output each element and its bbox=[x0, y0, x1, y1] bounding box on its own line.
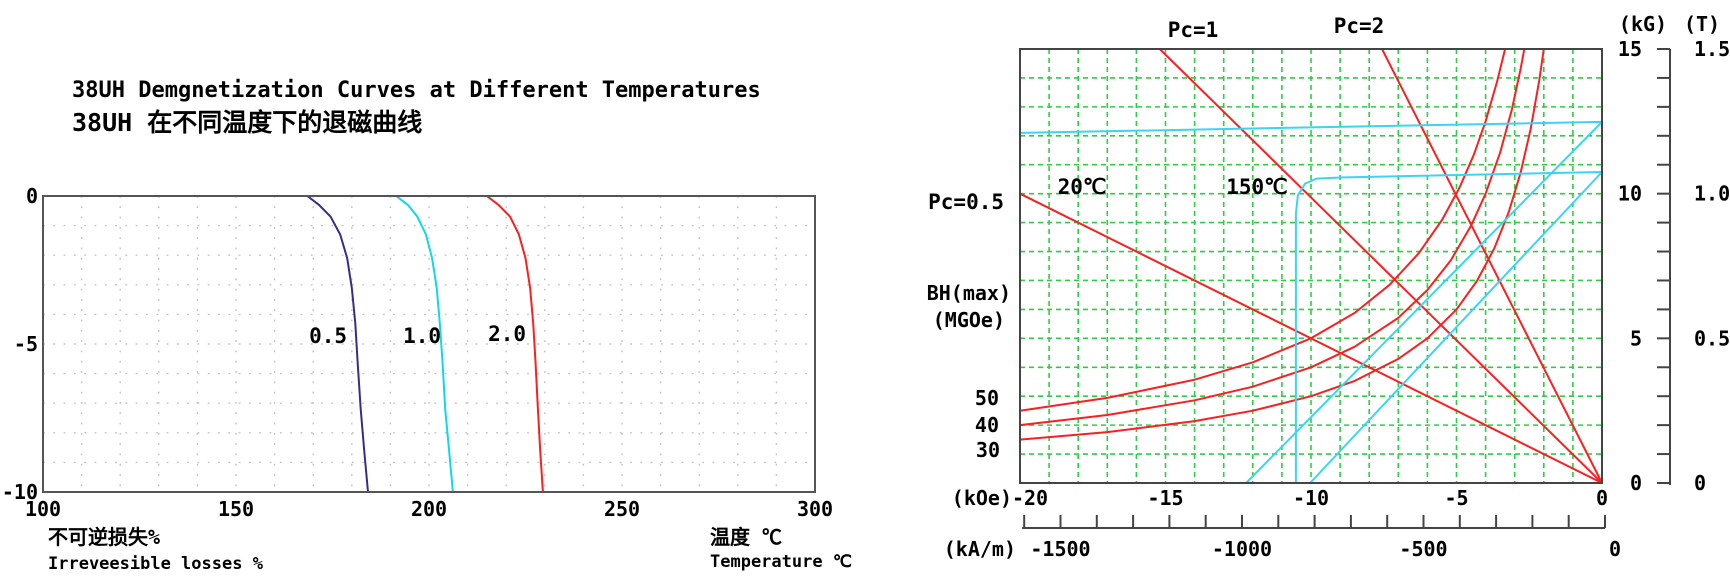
x-tick-label: 100 bbox=[25, 497, 61, 521]
annotation-label: 50 bbox=[975, 386, 999, 410]
annotation-label: 20℃ bbox=[1058, 175, 1107, 199]
t-tick-label: 1.0 bbox=[1694, 182, 1730, 206]
annotation-label: Pc=0.5 bbox=[928, 190, 1004, 214]
kg-tick-label: 5 bbox=[1630, 326, 1642, 350]
left-chart-frame bbox=[42, 195, 816, 493]
annotation-label: 30 bbox=[976, 438, 1000, 462]
x-tick-label: 250 bbox=[604, 497, 640, 521]
loss-curve-Pc=1.0 bbox=[395, 195, 454, 493]
kam-tick-label: -1500 bbox=[1030, 537, 1090, 561]
annotation-label: (kA/m) bbox=[944, 537, 1016, 561]
x-tick-label: 200 bbox=[411, 497, 447, 521]
koe-tick-label: -5 bbox=[1444, 486, 1468, 510]
20c-intrinsic-curve bbox=[1019, 120, 1603, 134]
y-tick-label: -10 bbox=[2, 480, 38, 504]
bh-max-50-mgoe bbox=[1019, 48, 1507, 412]
150c-normal-curve bbox=[1309, 171, 1603, 484]
kg-tick-label: 0 bbox=[1630, 471, 1642, 495]
pc-1-load-line bbox=[1158, 48, 1603, 484]
annotation-label: Pc=1 bbox=[1168, 18, 1219, 42]
left-chart-xlabel-chinese: 温度 ℃ bbox=[710, 525, 783, 549]
kam-tick-label: -1000 bbox=[1212, 537, 1272, 561]
left-chart: 100 150 200 250 300 0 -5 -10 0.5 1.0 2.0 bbox=[2, 184, 833, 521]
left-chart-title-chinese: 38UH 在不同温度下的退磁曲线 bbox=[72, 108, 423, 137]
annotation-label: (MGOe) bbox=[933, 308, 1005, 332]
annotation-label: 150℃ bbox=[1226, 175, 1288, 199]
t-tick-label: 0.5 bbox=[1694, 326, 1730, 350]
annotation-label: (T) bbox=[1684, 12, 1720, 36]
left-chart-axis-labels: 100 150 200 250 300 0 -5 -10 0.5 1.0 2.0 bbox=[2, 184, 833, 521]
left-chart-ylabel-english: Irreveesible losses % bbox=[48, 554, 263, 574]
left-chart-ylabel-chinese: 不可逆损失% bbox=[48, 525, 161, 549]
annotation-label: (kG) bbox=[1619, 12, 1667, 36]
y-tick-label: -5 bbox=[14, 332, 38, 356]
left-chart-curves bbox=[306, 195, 544, 493]
kg-tick-label: 15 bbox=[1618, 37, 1642, 61]
y-tick-label: 0 bbox=[26, 184, 38, 208]
koe-tick-label: 0 bbox=[1596, 486, 1608, 510]
150c-intrinsic-curve bbox=[1294, 171, 1603, 483]
right-chart-rulers bbox=[1022, 48, 1671, 529]
right-chart-curves bbox=[1019, 48, 1603, 484]
koe-tick-label: -15 bbox=[1147, 486, 1183, 510]
left-chart-xlabel-english: Temperature ℃ bbox=[710, 552, 852, 572]
annotation-label: BH(max) bbox=[927, 281, 1011, 305]
curve-label: 1.0 bbox=[403, 324, 441, 348]
bh-max-30-mgoe bbox=[1019, 48, 1545, 441]
curve-label: 0.5 bbox=[309, 324, 347, 348]
t-tick-label: 0 bbox=[1694, 471, 1706, 495]
bh-max-40-mgoe bbox=[1019, 48, 1526, 427]
t-tick-label: 1.5 bbox=[1694, 37, 1730, 61]
20c-normal-curve bbox=[1245, 121, 1603, 484]
annotation-label: (kOe) bbox=[952, 486, 1012, 510]
right-chart-frame bbox=[1019, 48, 1603, 484]
koe-tick-label: -10 bbox=[1293, 486, 1329, 510]
right-chart-axis-labels: -20 -15 -10 -5 0 -1500 -1000 -500 0 15 1.5 10 1.0 5 0.… bbox=[927, 12, 1730, 561]
annotation-label: 40 bbox=[975, 413, 999, 437]
right-chart: -20 -15 -10 -5 0 -1500 -1000 -500 0 15 1.5 10 1.0 5 0.… bbox=[927, 12, 1730, 561]
kg-tick-label: 10 bbox=[1618, 182, 1642, 206]
x-tick-label: 150 bbox=[218, 497, 254, 521]
annotation-label: Pc=2 bbox=[1334, 14, 1385, 38]
pc-2-load-line bbox=[1381, 48, 1603, 484]
x-tick-label: 300 bbox=[797, 497, 833, 521]
kam-tick-label: 0 bbox=[1609, 537, 1621, 561]
curve-label: 2.0 bbox=[488, 322, 526, 346]
left-chart-title-english: 38UH Demgnetization Curves at Different … bbox=[72, 78, 761, 103]
kam-tick-label: -500 bbox=[1399, 537, 1447, 561]
plot-border bbox=[42, 195, 816, 493]
loss-curve-Pc=2.0 bbox=[486, 195, 544, 493]
koe-tick-label: -20 bbox=[1012, 486, 1048, 510]
plot-border bbox=[1019, 48, 1603, 484]
loss-curve-Pc=0.5 bbox=[306, 195, 369, 493]
